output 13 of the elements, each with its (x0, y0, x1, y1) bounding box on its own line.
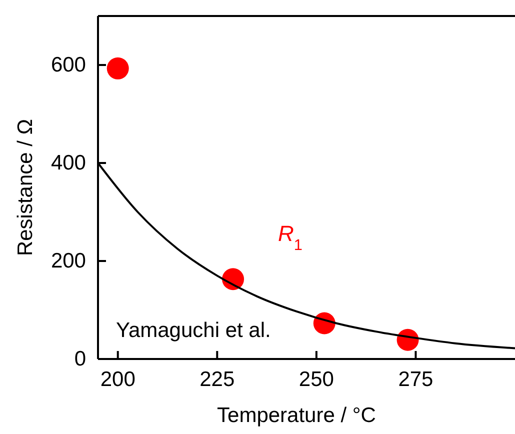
series-label: R$_{1}$ (278, 221, 302, 254)
x-tick-label: 250 (298, 368, 334, 391)
y-tick-label: 400 (50, 152, 86, 175)
point (106, 57, 129, 80)
y-axis-title: Resistance / Ω (14, 118, 37, 256)
y-tick-label: 0 (74, 348, 86, 371)
y-tick-label: 200 (50, 250, 86, 273)
y-tick-label: 600 (50, 54, 86, 77)
x-axis-title: Temperature / °C (217, 404, 376, 427)
x-tick-label: 225 (200, 368, 235, 391)
annotation: Yamaguchi et al. (116, 319, 271, 342)
x-tick-label: 275 (398, 368, 434, 391)
x-tick-label: 200 (100, 368, 136, 391)
